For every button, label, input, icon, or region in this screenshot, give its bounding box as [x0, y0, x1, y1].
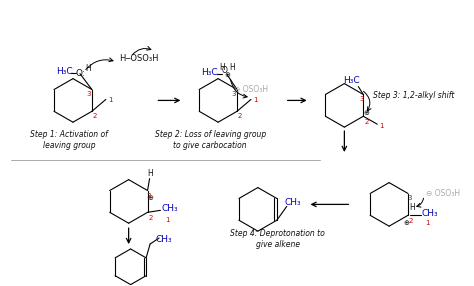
Text: 2: 2 [238, 113, 242, 119]
Text: CH₃: CH₃ [284, 198, 301, 207]
Text: 2: 2 [93, 113, 97, 119]
Text: CH₃: CH₃ [155, 235, 173, 244]
Text: 3: 3 [359, 96, 364, 102]
Text: 1: 1 [165, 217, 170, 223]
Text: Step 4: Deprotonation to
give alkene: Step 4: Deprotonation to give alkene [230, 229, 325, 249]
Text: H₃C: H₃C [201, 68, 218, 77]
Text: O: O [221, 66, 227, 75]
Text: ⊕: ⊕ [364, 110, 369, 116]
Text: CH₃: CH₃ [421, 209, 438, 218]
Text: 3: 3 [232, 92, 237, 98]
Text: ⊕: ⊕ [147, 195, 154, 201]
Text: 2: 2 [364, 119, 368, 125]
Text: CH₃: CH₃ [161, 204, 178, 213]
Text: H: H [409, 203, 415, 212]
Text: 1: 1 [379, 123, 383, 129]
Text: 3: 3 [408, 195, 412, 201]
Text: H: H [229, 63, 235, 72]
Text: 1: 1 [109, 98, 113, 104]
Text: 3: 3 [146, 193, 151, 199]
Text: H─OSO₃H: H─OSO₃H [119, 54, 158, 63]
Text: 2: 2 [148, 215, 153, 221]
Text: ⊖ OSO₃H: ⊖ OSO₃H [426, 189, 460, 198]
Text: H₃C: H₃C [343, 76, 360, 85]
Text: H: H [148, 169, 154, 178]
Text: ⊕: ⊕ [224, 72, 230, 78]
Text: 1: 1 [426, 220, 430, 226]
Text: 3: 3 [87, 92, 91, 98]
Text: Step 1: Activation of
leaving group: Step 1: Activation of leaving group [30, 130, 108, 150]
Text: 1: 1 [254, 98, 258, 104]
Text: O:: O: [75, 69, 85, 78]
Text: H₃C: H₃C [56, 67, 73, 76]
Text: Step 2: Loss of leaving group
to give carbocation: Step 2: Loss of leaving group to give ca… [155, 130, 266, 150]
Text: 2: 2 [409, 218, 413, 224]
Text: Step 3: 1,2-alkyl shift: Step 3: 1,2-alkyl shift [373, 91, 455, 100]
Text: ⊕: ⊕ [403, 220, 409, 226]
Text: H: H [85, 64, 91, 73]
Text: ⊖ OSO₃H: ⊖ OSO₃H [234, 85, 268, 94]
Text: H: H [219, 63, 225, 72]
